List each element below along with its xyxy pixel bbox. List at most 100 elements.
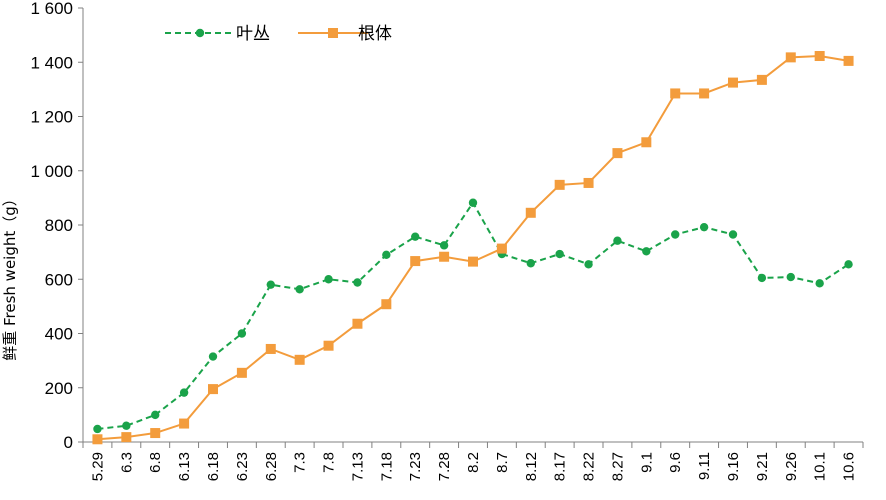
x-tick-label: 9.6 [667,452,684,473]
y-tick-label: 1 200 [30,108,73,127]
data-point [699,222,709,232]
x-tick-label: 6.8 [147,452,164,473]
x-tick-label: 8.22 [581,452,598,481]
legend-item: 叶丛 [165,24,270,44]
x-tick-label: 8.7 [494,452,511,473]
data-point [554,179,565,190]
x-tick-label: 9.1 [638,452,655,473]
data-point [151,410,160,420]
data-point [208,384,218,395]
legend-marker [195,28,205,38]
data-point [757,273,767,283]
y-tick-label: 600 [45,270,73,289]
data-point [381,299,392,310]
data-point [496,243,507,254]
data-point [584,260,593,269]
data-point [237,329,247,338]
x-tick-label: 7.13 [349,452,366,481]
series-line [97,55,849,441]
data-point [844,260,853,269]
data-point [323,340,334,351]
data-point [93,424,102,434]
data-point [150,428,161,439]
x-tick-label: 7.23 [407,452,424,481]
data-point [641,137,652,148]
x-tick-label: 9.21 [754,452,771,481]
data-point [642,247,651,256]
data-point [728,77,738,88]
data-point [92,434,103,445]
x-tick-label: 9.26 [783,452,800,481]
data-point [526,259,535,268]
legend-label: 根体 [358,24,392,44]
x-tick-label: 8.17 [552,452,569,481]
y-tick-label: 0 [64,433,73,452]
y-ticks: 0 200 400 600 800 1 000 1 200 1 400 1 600 [30,0,83,452]
data-point [786,272,795,282]
data-point [324,275,333,284]
data-point [121,432,132,443]
x-tick-label: 9.16 [725,452,742,481]
x-tick-label: 6.23 [234,452,251,481]
data-point [265,343,276,354]
y-tick-label: 1 400 [30,53,73,72]
data-point [208,352,218,361]
y-tick-label: 800 [45,216,73,235]
x-tick-label: 6.18 [205,452,222,481]
x-tick-label: 8.12 [523,452,540,481]
series-root [92,51,854,445]
data-point [353,278,362,287]
data-point [671,230,680,239]
data-point [439,241,449,250]
data-point [382,250,391,260]
x-tick-label: 10.6 [841,452,858,481]
x-tick-label: 7.8 [321,452,338,473]
x-ticks: 5.29 6.3 6.8 6.13 6.18 6.23 6.28 7.3 7.8 7.13 7.18… [82,442,864,481]
data-point [439,251,450,262]
data-point [670,88,681,99]
y-tick-label: 1 000 [30,162,73,181]
x-tick-label: 7.28 [436,452,453,481]
data-point [410,256,421,267]
series-layer [92,51,854,445]
x-tick-label: 8.27 [609,452,626,481]
x-tick-label: 8.2 [465,452,482,473]
legend-item: 根体 [298,24,392,44]
data-point [525,207,536,218]
data-point [814,51,825,62]
data-point [236,367,247,378]
data-point [612,148,623,159]
legend-label: 叶丛 [236,24,270,44]
data-point [179,388,189,397]
y-axis-label: 鲜重 Fresh weight（g） [1,191,19,361]
x-tick-label: 9.11 [696,452,713,480]
data-point [468,256,478,267]
data-point [583,177,594,188]
x-tick-label: 6.28 [263,452,280,481]
legend: 叶丛 根体 [165,24,392,44]
data-point [613,236,622,245]
x-tick-label: 6.13 [176,452,193,481]
data-point [294,354,305,365]
series-leaf-cluster [93,198,853,434]
data-point [785,52,796,63]
x-tick-label: 7.3 [292,452,309,473]
legend-marker [328,28,338,38]
data-point [728,230,738,239]
data-point [411,232,420,241]
y-tick-label: 200 [45,379,73,398]
data-point [352,318,363,329]
data-point [555,249,564,259]
x-tick-label: 5.29 [89,452,106,481]
x-tick-label: 7.18 [378,452,395,481]
data-point [815,279,824,288]
data-point [295,285,304,294]
data-point [122,421,131,430]
x-tick-label: 10.1 [812,452,829,481]
data-point [468,198,478,207]
y-tick-label: 400 [45,325,73,344]
data-point [756,74,767,85]
data-point [843,55,854,66]
data-point [179,418,190,429]
